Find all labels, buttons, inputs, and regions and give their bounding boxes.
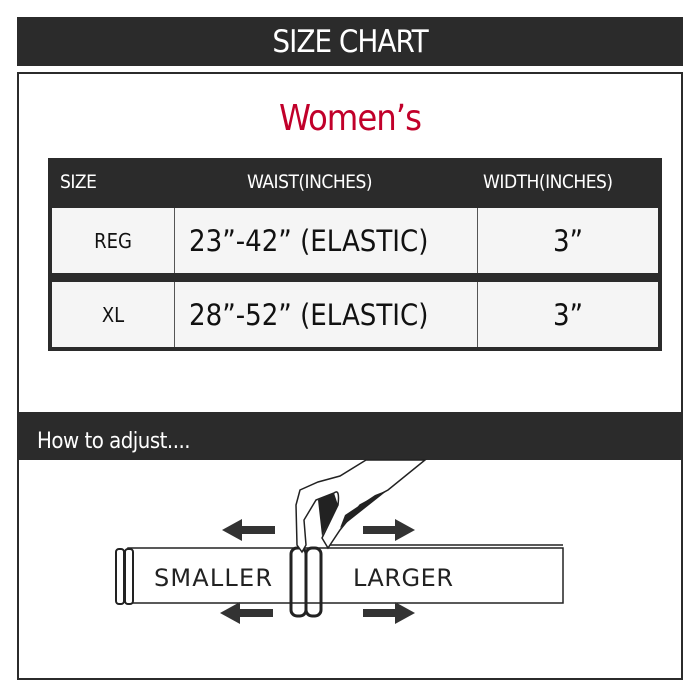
page-title: SIZE CHART bbox=[17, 17, 683, 66]
content-frame bbox=[17, 72, 683, 680]
section-title: Women’s bbox=[279, 98, 422, 139]
header-width: WIDTH(INCHES) bbox=[483, 171, 613, 193]
smaller-label: SMALLER bbox=[154, 564, 272, 592]
width-cell: 3” bbox=[552, 297, 584, 332]
belt-illustration bbox=[115, 544, 564, 618]
larger-label: LARGER bbox=[353, 564, 453, 592]
waist-cell: 28”-52” (ELASTIC) bbox=[175, 282, 478, 347]
table-row: XL 28”-52” (ELASTIC) 3” bbox=[52, 282, 658, 347]
arrow-left-icon bbox=[222, 519, 275, 541]
size-cell: REG bbox=[52, 208, 175, 273]
header-waist: WAIST(INCHES) bbox=[247, 171, 373, 193]
width-cell: 3” bbox=[552, 223, 584, 258]
arrow-right-icon bbox=[363, 602, 415, 624]
arrow-right-icon bbox=[363, 519, 415, 541]
hand-icon bbox=[295, 459, 428, 554]
size-table: SIZE WAIST(INCHES) WIDTH(INCHES) REG 23”… bbox=[48, 158, 662, 351]
arrow-left-icon bbox=[220, 602, 273, 624]
header-size: SIZE bbox=[60, 171, 97, 193]
table-row: REG 23”-42” (ELASTIC) 3” bbox=[52, 208, 658, 273]
waist-cell: 23”-42” (ELASTIC) bbox=[175, 208, 478, 273]
adjust-heading: How to adjust.... bbox=[17, 412, 683, 460]
size-cell: XL bbox=[52, 282, 175, 347]
